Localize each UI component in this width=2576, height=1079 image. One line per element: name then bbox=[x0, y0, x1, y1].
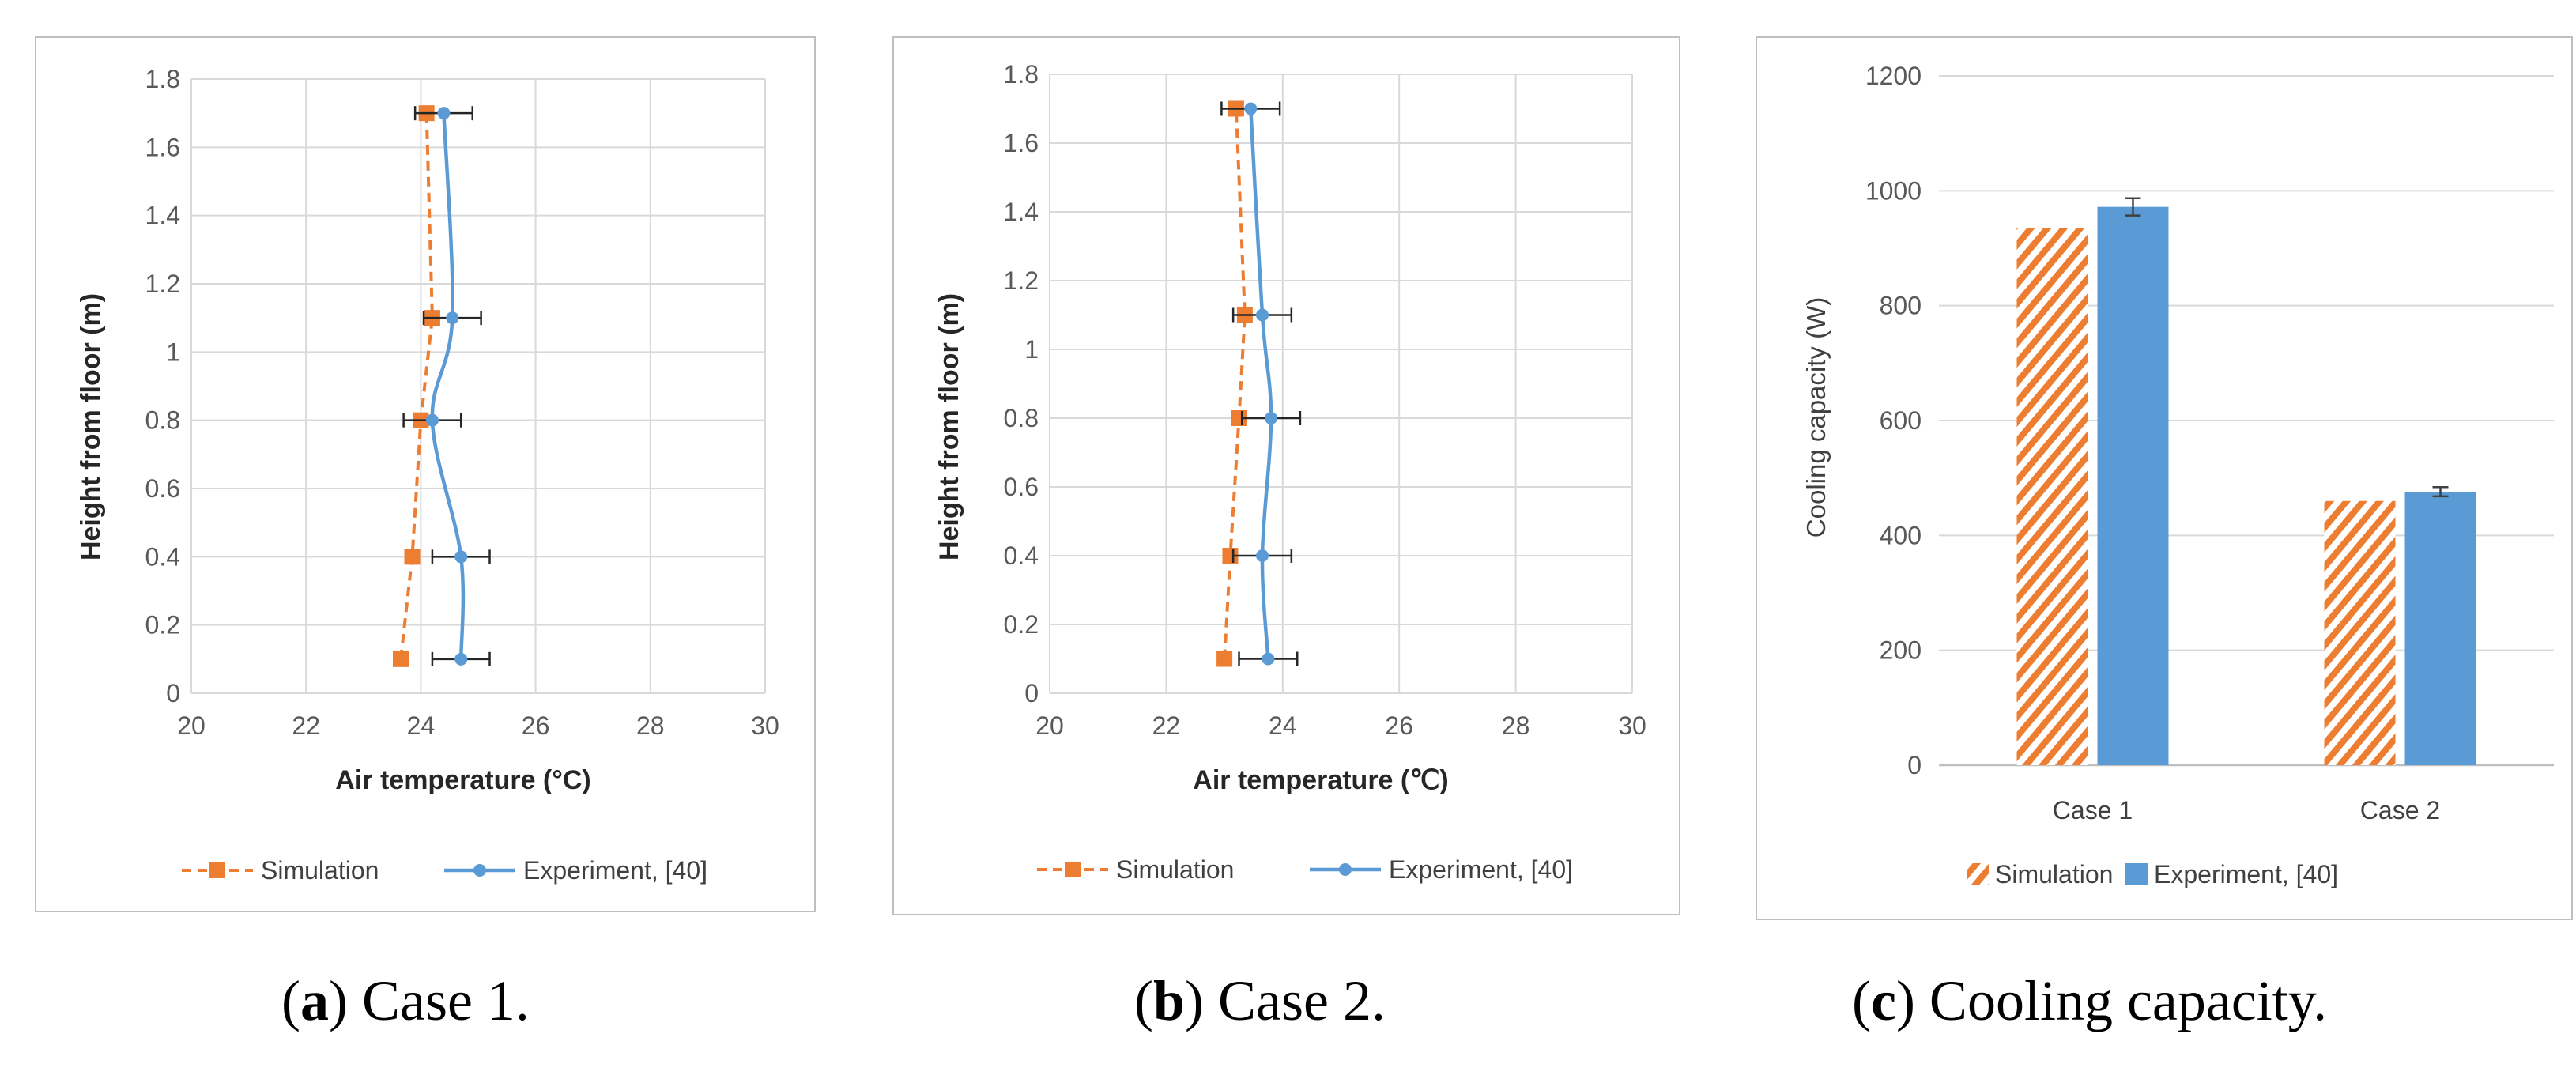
y-tick-label: 1.6 bbox=[145, 133, 180, 161]
x-tick-label: 26 bbox=[522, 711, 550, 740]
legend-label: Experiment, [40] bbox=[523, 856, 707, 885]
legend-swatch-simulation bbox=[1967, 863, 1989, 885]
legend-label: Simulation bbox=[1995, 860, 2113, 888]
y-tick-label: 800 bbox=[1880, 292, 1922, 320]
simulation-bar bbox=[2016, 228, 2088, 765]
y-tick-label: 0 bbox=[1024, 679, 1039, 707]
x-axis-title: Air temperature (°C) bbox=[335, 765, 590, 795]
simulation-point bbox=[1216, 651, 1233, 667]
y-tick-label: 1.2 bbox=[1004, 266, 1039, 295]
x-tick-label: 24 bbox=[407, 711, 436, 740]
y-tick-label: 0.6 bbox=[1004, 473, 1039, 501]
y-axis-title: Cooling capacity (W) bbox=[1801, 297, 1831, 538]
y-tick-label: 1.4 bbox=[145, 202, 180, 230]
y-axis-title: Height from floor (m) bbox=[934, 293, 964, 560]
y-tick-label: 0.8 bbox=[145, 406, 180, 435]
x-axis-title: Air temperature (℃) bbox=[1193, 765, 1448, 795]
legend-label: Experiment, [40] bbox=[1389, 855, 1573, 884]
experiment-point bbox=[1244, 102, 1258, 115]
caption-label: b bbox=[1152, 969, 1186, 1032]
x-tick-label: 30 bbox=[751, 711, 779, 740]
experiment-point bbox=[1256, 549, 1269, 562]
x-tick-label: 28 bbox=[636, 711, 665, 740]
experiment-point bbox=[1256, 308, 1269, 322]
x-tick-label: 22 bbox=[292, 711, 320, 740]
y-tick-label: 1 bbox=[1024, 335, 1039, 364]
category-label: Case 2 bbox=[2360, 796, 2440, 824]
y-tick-label: 400 bbox=[1880, 521, 1922, 549]
chart-b-svg: 00.20.40.60.811.21.41.61.8 20 22 24 26 28 30 … bbox=[934, 60, 1646, 884]
category-label: Case 1 bbox=[2053, 796, 2133, 824]
y-tick-label: 0.4 bbox=[145, 542, 180, 571]
caption-label: c bbox=[1870, 969, 1896, 1032]
experiment-point bbox=[446, 311, 459, 325]
y-tick-label: 0.2 bbox=[145, 611, 180, 639]
x-tick-label: 20 bbox=[1035, 711, 1064, 740]
y-tick-label: 1.8 bbox=[145, 65, 180, 93]
x-tick-label: 30 bbox=[1618, 711, 1646, 740]
y-tick-label: 1 bbox=[166, 338, 180, 366]
simulation-point bbox=[404, 549, 421, 565]
y-tick-label: 0.4 bbox=[1004, 541, 1039, 570]
experiment-point bbox=[1262, 652, 1275, 666]
caption-b: (b) Case 2. bbox=[1134, 969, 1386, 1032]
simulation-point bbox=[1231, 410, 1247, 426]
legend-label: Simulation bbox=[1116, 855, 1234, 884]
experiment-bar bbox=[2404, 492, 2476, 765]
caption-a: (a) Case 1. bbox=[281, 969, 530, 1032]
experiment-point bbox=[425, 413, 439, 427]
chart-panel-a: 0 0.2 0.4 0.6 0.8 1 1.2 1.4 1.6 1.8 20 22 24 26 28 30 … bbox=[35, 36, 816, 912]
caption-label: a bbox=[300, 969, 329, 1032]
simulation-line bbox=[1223, 108, 1247, 659]
x-tick-label: 22 bbox=[1152, 711, 1181, 740]
caption-text: ) Case 1. bbox=[328, 969, 530, 1032]
y-axis-title: Height from floor (m) bbox=[76, 293, 106, 560]
caption-c: (c) Cooling capacity. bbox=[1852, 969, 2328, 1032]
experiment-point bbox=[454, 550, 468, 564]
chart-panel-c: 0 200 400 600 800 1000 1200 Case 1 Case 2 Cooli… bbox=[1756, 36, 2573, 920]
experiment-point bbox=[454, 652, 468, 666]
y-tick-label: 200 bbox=[1880, 636, 1922, 665]
legend-marker-experiment bbox=[473, 864, 486, 877]
chart-panel-b: 0 0.2 0.4 0.6 0.8 1 1.2 1.4 1.6 1.8 20 22 24 26 28 30 … bbox=[892, 36, 1680, 915]
caption-text: ) Cooling capacity. bbox=[1895, 969, 2328, 1032]
y-tick-label: 1.4 bbox=[1004, 198, 1039, 226]
experiment-bar bbox=[2097, 206, 2169, 765]
simulation-bar bbox=[2324, 500, 2396, 765]
simulation-line bbox=[399, 113, 434, 660]
legend-label: Experiment, [40] bbox=[2154, 860, 2338, 888]
y-tick-label: 0.2 bbox=[1004, 610, 1039, 639]
legend-label: Simulation bbox=[261, 856, 379, 885]
simulation-point bbox=[1222, 548, 1239, 564]
y-tick-label: 1.8 bbox=[1004, 60, 1039, 89]
y-tick-label: 1.6 bbox=[1004, 129, 1039, 157]
y-tick-label: 0.6 bbox=[145, 474, 180, 503]
y-tick-label: 0.8 bbox=[1004, 404, 1039, 432]
legend-marker-simulation bbox=[1065, 862, 1081, 877]
chart-c-svg: 0 200 400 600 800 1000 1200 Case 1 Case 2 Cooli… bbox=[1801, 62, 2554, 888]
y-tick-label: 1.2 bbox=[145, 270, 180, 298]
legend-marker-experiment bbox=[1339, 863, 1352, 876]
x-tick-label: 26 bbox=[1385, 711, 1413, 740]
x-tick-label: 20 bbox=[177, 711, 206, 740]
simulation-point bbox=[392, 651, 409, 667]
experiment-point bbox=[1265, 412, 1278, 424]
chart-a-svg: 00.20.40.60.811.21.41.61.8 20 22 24 26 28 30 … bbox=[76, 65, 779, 885]
y-tick-label: 0 bbox=[166, 679, 180, 707]
x-tick-label: 24 bbox=[1269, 711, 1297, 740]
y-tick-label: 1200 bbox=[1865, 62, 1922, 90]
legend-swatch-experiment bbox=[2125, 863, 2148, 885]
legend-marker-simulation bbox=[209, 862, 225, 878]
experiment-line bbox=[1249, 108, 1273, 659]
experiment-line bbox=[430, 113, 466, 659]
y-tick-label: 600 bbox=[1880, 406, 1922, 435]
y-tick-label: 0 bbox=[1907, 751, 1922, 779]
experiment-point bbox=[437, 107, 451, 120]
caption-text: ) Case 2. bbox=[1185, 969, 1386, 1032]
y-tick-label: 1000 bbox=[1865, 176, 1922, 205]
x-tick-label: 28 bbox=[1502, 711, 1530, 740]
